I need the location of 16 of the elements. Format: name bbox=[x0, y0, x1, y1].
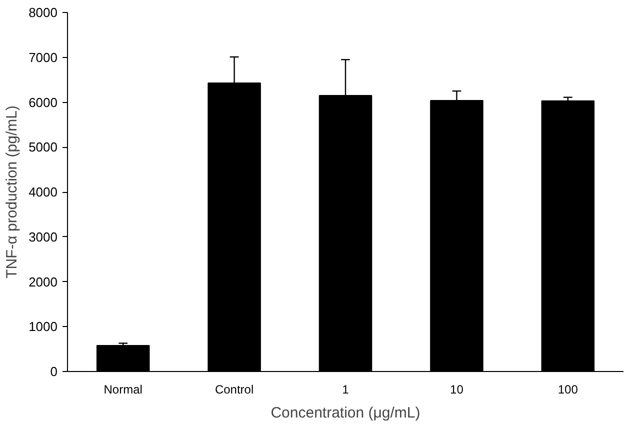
y-axis-title: TNF-α production (pg/mL) bbox=[4, 106, 21, 278]
x-tick-label: 1 bbox=[342, 382, 350, 396]
x-tick-label: Control bbox=[214, 382, 254, 396]
x-tick-label: 10 bbox=[450, 382, 464, 396]
x-tick-label: Normal bbox=[104, 382, 142, 396]
y-tick-label: 7000 bbox=[28, 50, 58, 65]
y-tick-label: 1000 bbox=[28, 319, 58, 334]
y-tick-label: 8000 bbox=[28, 5, 58, 20]
y-tick-label: 0 bbox=[50, 364, 58, 379]
y-tick-label: 6000 bbox=[28, 94, 58, 110]
y-tick-label: 2000 bbox=[28, 274, 58, 290]
y-tick-label: 4000 bbox=[28, 184, 58, 200]
y-tick-label: 3000 bbox=[28, 229, 58, 244]
x-axis-title: Concentration (μg/mL) bbox=[270, 404, 420, 422]
y-tick-label: 5000 bbox=[28, 140, 58, 155]
x-tick-label: 100 bbox=[558, 382, 578, 396]
